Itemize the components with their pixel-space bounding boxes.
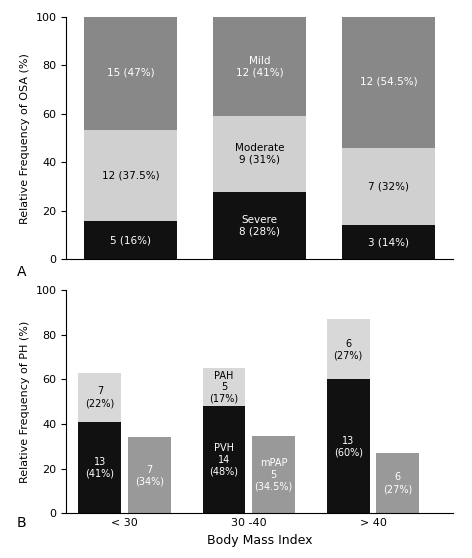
Bar <box>78 422 121 513</box>
Bar <box>78 373 121 422</box>
Text: 5 (16%): 5 (16%) <box>110 235 151 245</box>
Text: 7 (32%): 7 (32%) <box>368 182 409 191</box>
Text: 12 (54.5%): 12 (54.5%) <box>360 76 417 86</box>
Text: 13
(41%): 13 (41%) <box>85 457 114 478</box>
Text: 12 (37.5%): 12 (37.5%) <box>102 170 160 180</box>
Bar <box>342 148 435 225</box>
Y-axis label: Relative Frequency of OSA (%): Relative Frequency of OSA (%) <box>20 52 30 224</box>
Text: 7
(22%): 7 (22%) <box>85 387 115 408</box>
X-axis label: Body Mass Index: Body Mass Index <box>207 534 312 547</box>
Text: B: B <box>17 516 26 530</box>
Text: 6
(27%): 6 (27%) <box>383 473 413 494</box>
Bar <box>84 16 177 129</box>
Text: 15 (47%): 15 (47%) <box>107 68 154 78</box>
Text: Moderate
9 (31%): Moderate 9 (31%) <box>235 143 284 165</box>
Bar <box>327 379 370 513</box>
Bar <box>376 453 419 513</box>
Bar <box>128 437 171 513</box>
Text: Mild
12 (41%): Mild 12 (41%) <box>236 56 283 78</box>
Bar <box>252 436 295 513</box>
Bar <box>213 191 306 259</box>
Bar <box>84 129 177 220</box>
Bar <box>327 319 370 379</box>
Text: A: A <box>17 265 26 279</box>
Text: PVH
14
(48%): PVH 14 (48%) <box>210 443 238 477</box>
Text: 7
(34%): 7 (34%) <box>135 465 164 486</box>
Bar <box>84 220 177 259</box>
Text: 3 (14%): 3 (14%) <box>368 238 409 248</box>
Text: 6
(27%): 6 (27%) <box>334 339 363 360</box>
Bar <box>342 225 435 259</box>
Text: Severe
8 (28%): Severe 8 (28%) <box>239 215 280 236</box>
Bar <box>213 17 306 116</box>
Text: PAH
5
(17%): PAH 5 (17%) <box>210 371 239 404</box>
Y-axis label: Relative Frequency of PH (%): Relative Frequency of PH (%) <box>20 321 30 483</box>
Text: mPAP
5
(34.5%): mPAP 5 (34.5%) <box>254 458 293 492</box>
Bar <box>213 116 306 191</box>
Text: 13
(60%): 13 (60%) <box>334 436 362 457</box>
Bar <box>202 368 245 406</box>
Bar <box>202 406 245 513</box>
Bar <box>342 16 435 148</box>
